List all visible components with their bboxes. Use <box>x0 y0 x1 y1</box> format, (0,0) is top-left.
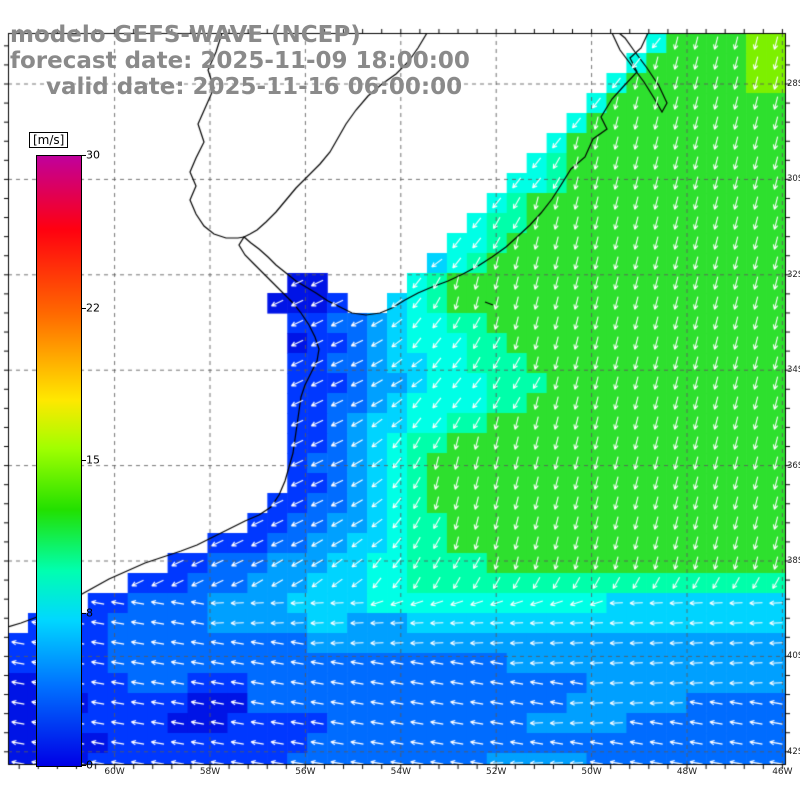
lon-label: 46W <box>772 767 793 777</box>
lat-label: 28S <box>787 79 800 89</box>
lat-label: 38S <box>787 556 800 566</box>
lon-label: 52W <box>486 767 507 777</box>
colorbar-tick-label: 0 <box>86 758 93 772</box>
colorbar-tickmark <box>81 155 86 156</box>
model-title: modelo GEFS-WAVE (NCEP) <box>10 22 361 48</box>
lat-label: 36S <box>787 460 800 471</box>
lat-label: 34S <box>787 365 800 376</box>
colorbar-tick-label: 15 <box>86 453 100 467</box>
colorbar-tick-label: 22 <box>86 301 100 314</box>
valid-date-label: valid date: 2025-11-16 06:00:00 <box>46 74 463 100</box>
lat-label: 32S <box>787 269 800 280</box>
title-block: modelo GEFS-WAVE (NCEP) forecast date: 2… <box>10 22 470 100</box>
colorbar-tickmark <box>81 460 86 461</box>
colorbar-unit-label: [m/s] <box>29 132 69 148</box>
lon-label: 54W <box>390 767 411 777</box>
lat-label: 40S <box>787 651 800 662</box>
colorbar-tick-label: 30 <box>86 148 100 162</box>
lon-label: 56W <box>295 767 316 777</box>
colorbar-tickmark <box>81 307 86 309</box>
colorbar-tickmark <box>81 765 86 766</box>
lat-label: 30S <box>787 174 800 185</box>
colorbar-tickmark <box>81 612 86 614</box>
colorbar-tick-label: 8 <box>86 606 93 619</box>
lon-label: 48W <box>676 767 698 777</box>
lon-label: 58W <box>199 767 221 777</box>
colorbar-gradient <box>36 155 82 767</box>
forecast-date-label: forecast date: 2025-11-09 18:00:00 <box>10 48 470 74</box>
lon-label: 60W <box>104 767 125 777</box>
lat-label: 42S <box>787 746 800 757</box>
lon-label: 50W <box>581 767 602 777</box>
